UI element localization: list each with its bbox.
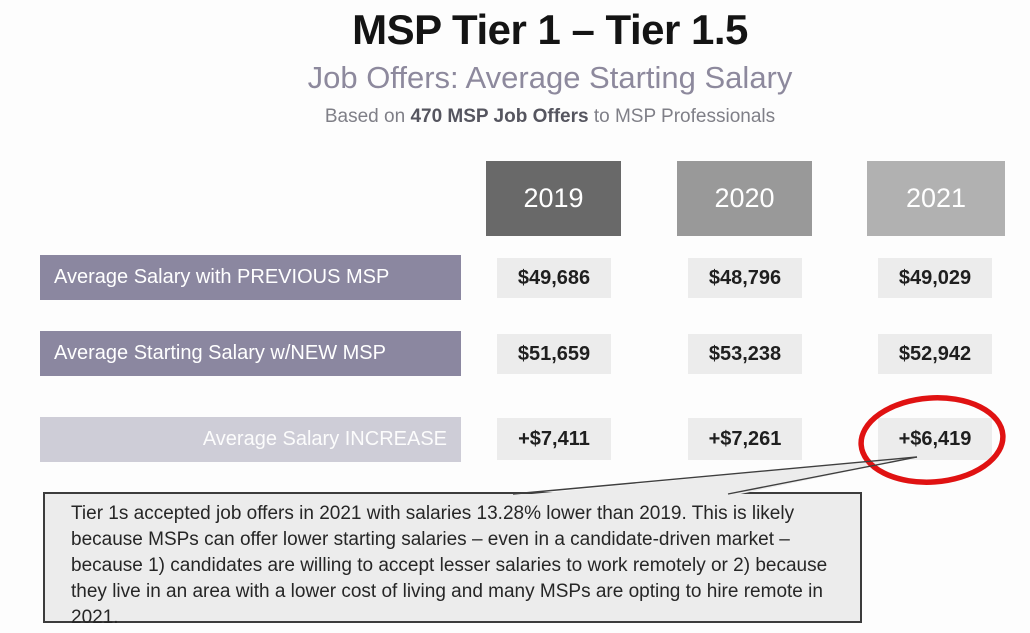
basis-bold: 470 MSP Job Offers [410, 106, 589, 127]
basis-suffix: to MSP Professionals [588, 106, 776, 127]
value-cell-previous-2019: $49,686 [497, 258, 611, 298]
page-title: MSP Tier 1 – Tier 1.5 [352, 6, 748, 53]
row-label-salary-increase: Average Salary INCREASE [40, 417, 461, 462]
year-header-2019: 2019 [486, 161, 621, 236]
year-header-2020: 2020 [677, 161, 812, 236]
annotation-note-box: Tier 1s accepted job offers in 2021 with… [43, 492, 862, 628]
basis-prefix: Based on [324, 106, 411, 127]
page-subtitle: Job Offers: Average Starting Salary [307, 60, 793, 95]
value-cell-previous-2021: $49,029 [878, 258, 992, 298]
value-cell-increase-2020: +$7,261 [688, 418, 802, 460]
callout-line-left [512, 456, 918, 495]
value-cell-new-2020: $53,238 [688, 334, 802, 374]
value-cell-increase-2019: +$7,411 [497, 418, 611, 460]
basis-note: Based on 470 MSP Job Offers to MSP Profe… [70, 106, 1030, 128]
heading-block: MSP Tier 1 – Tier 1.5 Job Offers: Averag… [70, 6, 1030, 128]
value-cell-new-2021: $52,942 [878, 334, 992, 374]
callout-line-right [727, 456, 918, 495]
value-cell-previous-2020: $48,796 [688, 258, 802, 298]
row-label-previous-msp: Average Salary with PREVIOUS MSP [40, 255, 461, 300]
year-header-2021: 2021 [867, 161, 1005, 236]
callout-wedge [511, 457, 917, 496]
value-cell-increase-2021: +$6,419 [878, 418, 992, 460]
row-label-new-msp: Average Starting Salary w/NEW MSP [40, 331, 461, 376]
value-cell-new-2019: $51,659 [497, 334, 611, 374]
